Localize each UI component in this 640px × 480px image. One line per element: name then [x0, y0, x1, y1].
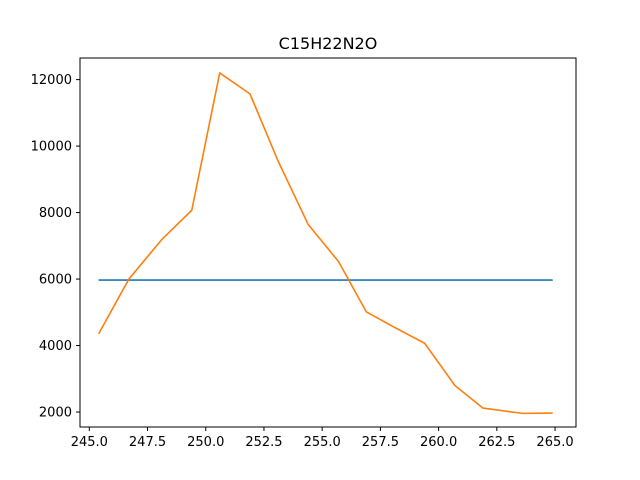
y-tick-label: 8000 — [39, 206, 72, 221]
x-tick-label: 245.0 — [71, 435, 108, 450]
y-tick-label: 10000 — [31, 140, 72, 155]
chart-title: C15H22N2O — [279, 34, 378, 53]
y-tick-label: 4000 — [39, 339, 72, 354]
y-axis: 2000 4000 6000 8000 10000 12000 — [31, 73, 80, 421]
x-axis: 245.0 247.5 250.0 252.5 255.0 257.5 260.0 262.5… — [71, 427, 574, 450]
y-tick-label: 12000 — [31, 73, 72, 88]
x-tick-label: 257.5 — [362, 435, 399, 450]
x-tick-label: 262.5 — [478, 435, 515, 450]
series-line-signal — [97, 72, 553, 415]
y-tick-label: 2000 — [39, 406, 72, 421]
x-tick-label: 252.5 — [245, 435, 282, 450]
x-tick-label: 255.0 — [304, 435, 341, 450]
plot-frame — [79, 57, 577, 428]
x-tick-label: 250.0 — [187, 435, 224, 450]
x-tick-label: 260.0 — [420, 435, 457, 450]
x-tick-label: 265.0 — [536, 435, 573, 450]
y-tick-label: 6000 — [39, 273, 72, 288]
x-tick-label: 247.5 — [129, 435, 166, 450]
plot-lines — [97, 72, 553, 415]
